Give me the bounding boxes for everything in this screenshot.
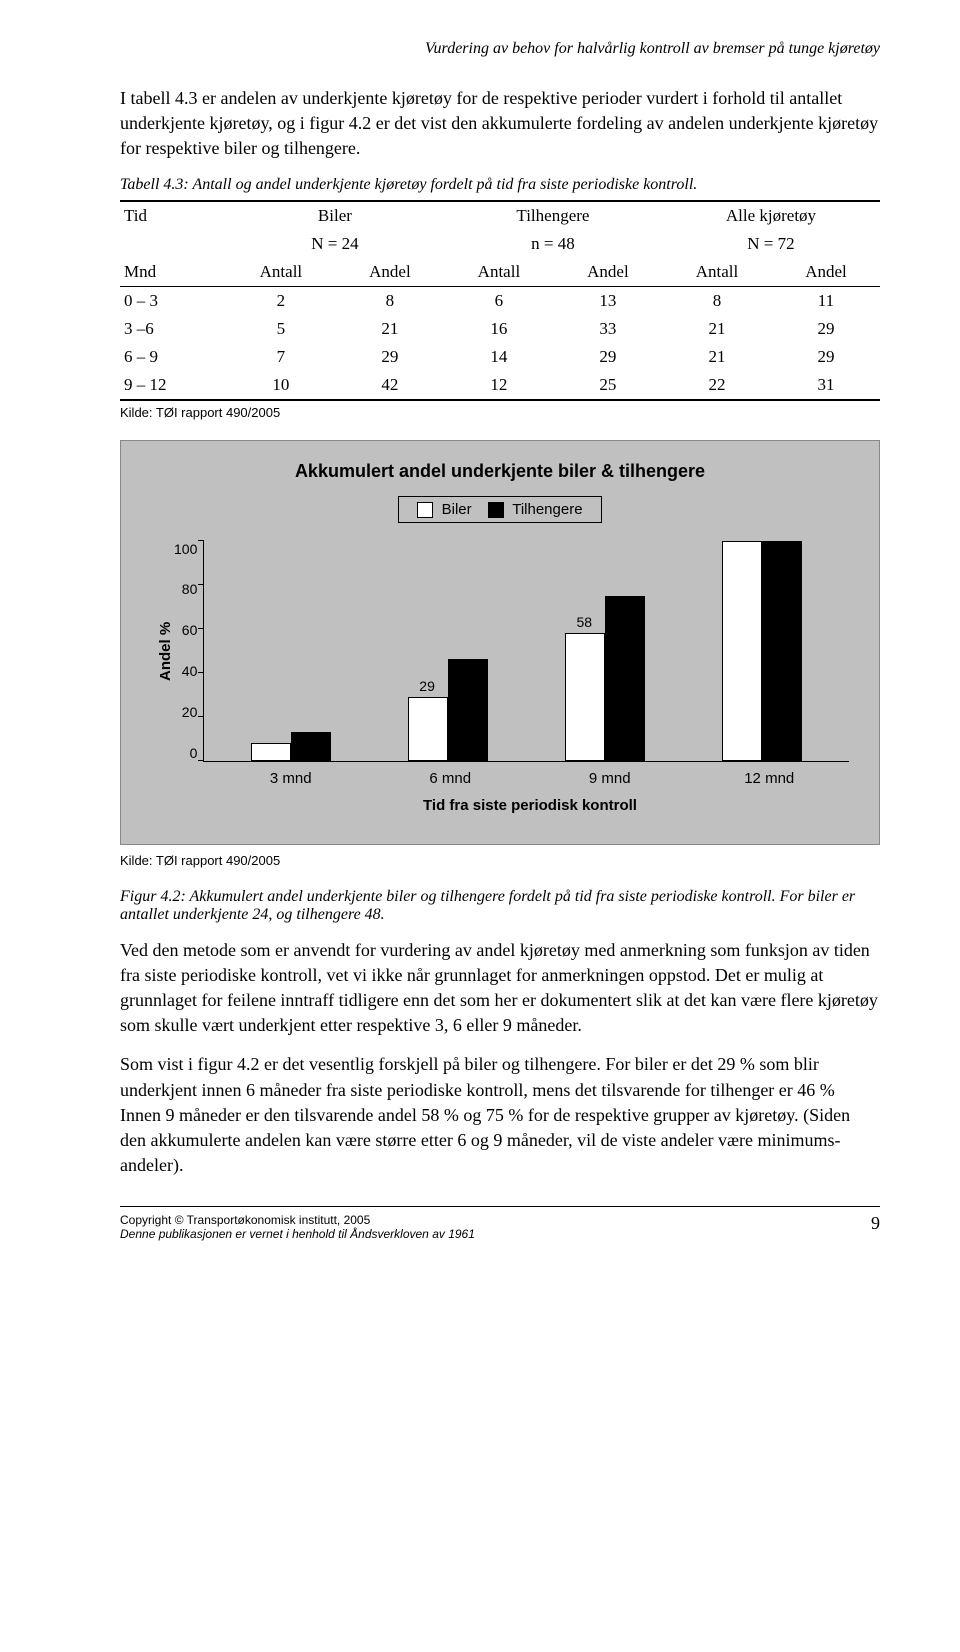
running-head: Vurdering av behov for halvårlig kontrol… bbox=[120, 40, 880, 58]
y-tick-label: 20 bbox=[174, 704, 197, 720]
cell: 13 bbox=[554, 286, 662, 315]
th-alle: Alle kjøretøy bbox=[662, 201, 880, 230]
x-axis: 3 mnd 6 mnd 9 mnd 12 mnd bbox=[211, 770, 849, 787]
bar-value-label: 29 bbox=[407, 678, 447, 694]
y-tick-label: 0 bbox=[174, 745, 197, 761]
sub-antall-3: Antall bbox=[662, 258, 772, 287]
footer-line-1: Copyright © Transportøkonomisk institutt… bbox=[120, 1213, 475, 1227]
cell: 0 – 3 bbox=[120, 286, 226, 315]
cell: 42 bbox=[336, 371, 444, 400]
cell: 33 bbox=[554, 315, 662, 343]
chart-source: Kilde: TØI rapport 490/2005 bbox=[120, 853, 880, 868]
cell: 25 bbox=[554, 371, 662, 400]
cell: 29 bbox=[336, 343, 444, 371]
n-biler: N = 24 bbox=[226, 230, 444, 258]
page-number: 9 bbox=[871, 1213, 880, 1234]
cell: 6 – 9 bbox=[120, 343, 226, 371]
table-row: 6 – 9 7 29 14 29 21 29 bbox=[120, 343, 880, 371]
cell: 21 bbox=[662, 343, 772, 371]
bar-tilhengere bbox=[291, 732, 331, 761]
legend-label-biler: Biler bbox=[442, 501, 472, 518]
footer-line-2: Denne publikasjonen er vernet i henhold … bbox=[120, 1227, 475, 1241]
th-tid: Tid bbox=[120, 201, 226, 230]
cell: 21 bbox=[662, 315, 772, 343]
data-table: Tid Biler Tilhengere Alle kjøretøy N = 2… bbox=[120, 200, 880, 401]
sub-andel-3: Andel bbox=[772, 258, 880, 287]
n-tilhengere: n = 48 bbox=[444, 230, 662, 258]
y-tick-label: 100 bbox=[174, 541, 197, 557]
legend-label-tilhengere: Tilhengere bbox=[512, 501, 582, 518]
bar-biler bbox=[251, 743, 291, 761]
chart-frame: Akkumulert andel underkjente biler & til… bbox=[120, 440, 880, 845]
figure-caption: Figur 4.2: Akkumulert andel underkjente … bbox=[120, 888, 880, 924]
table-row: 0 – 3 2 8 6 13 8 11 bbox=[120, 286, 880, 315]
cell: 29 bbox=[772, 315, 880, 343]
cell: 8 bbox=[662, 286, 772, 315]
bar-group: 29 bbox=[408, 659, 488, 760]
cell: 7 bbox=[226, 343, 336, 371]
bar-tilhengere bbox=[605, 596, 645, 761]
table-caption: Tabell 4.3: Antall og andel underkjente … bbox=[120, 176, 880, 194]
y-tick-label: 80 bbox=[174, 581, 197, 597]
cell: 29 bbox=[772, 343, 880, 371]
bar-tilhengere bbox=[448, 659, 488, 760]
cell: 3 –6 bbox=[120, 315, 226, 343]
cell: 14 bbox=[444, 343, 554, 371]
cell: 29 bbox=[554, 343, 662, 371]
cell: 11 bbox=[772, 286, 880, 315]
cell: 9 – 12 bbox=[120, 371, 226, 400]
sub-andel-2: Andel bbox=[554, 258, 662, 287]
cell: 10 bbox=[226, 371, 336, 400]
bar-biler bbox=[722, 541, 762, 761]
cell: 31 bbox=[772, 371, 880, 400]
legend-swatch-biler bbox=[417, 502, 433, 518]
bar-value-label: 58 bbox=[564, 614, 604, 630]
th-biler: Biler bbox=[226, 201, 444, 230]
cell: 22 bbox=[662, 371, 772, 400]
cell: 21 bbox=[336, 315, 444, 343]
cell: 8 bbox=[336, 286, 444, 315]
table-row: 9 – 12 10 42 12 25 22 31 bbox=[120, 371, 880, 400]
plot-area: 29 58 bbox=[203, 541, 849, 762]
x-tick-label: 12 mnd bbox=[724, 770, 814, 787]
bar-biler: 58 bbox=[565, 633, 605, 761]
cell: 2 bbox=[226, 286, 336, 315]
n-alle: N = 72 bbox=[662, 230, 880, 258]
x-tick-label: 9 mnd bbox=[565, 770, 655, 787]
paragraph-2: Ved den metode som er anvendt for vurder… bbox=[120, 938, 880, 1039]
sub-antall-2: Antall bbox=[444, 258, 554, 287]
paragraph-1: I tabell 4.3 er andelen av underkjente k… bbox=[120, 86, 880, 162]
cell: 16 bbox=[444, 315, 554, 343]
chart-area: Andel % 100 80 60 40 20 0 29 58 bbox=[151, 541, 849, 762]
x-tick-label: 6 mnd bbox=[405, 770, 495, 787]
bar-group bbox=[251, 732, 331, 761]
chart-title: Akkumulert andel underkjente biler & til… bbox=[151, 461, 849, 482]
th-tilhengere: Tilhengere bbox=[444, 201, 662, 230]
y-tick-label: 40 bbox=[174, 663, 197, 679]
bar-group: 58 bbox=[565, 596, 645, 761]
sub-mnd: Mnd bbox=[120, 258, 226, 287]
bar-tilhengere bbox=[762, 541, 802, 761]
cell: 5 bbox=[226, 315, 336, 343]
bar-biler: 29 bbox=[408, 697, 448, 761]
x-tick-label: 3 mnd bbox=[246, 770, 336, 787]
table-row: 3 –6 5 21 16 33 21 29 bbox=[120, 315, 880, 343]
table-source: Kilde: TØI rapport 490/2005 bbox=[120, 405, 880, 420]
cell: 6 bbox=[444, 286, 554, 315]
y-tick-label: 60 bbox=[174, 622, 197, 638]
sub-andel-1: Andel bbox=[336, 258, 444, 287]
y-axis-label: Andel % bbox=[151, 541, 174, 762]
bar-group bbox=[722, 541, 802, 761]
page-footer: Copyright © Transportøkonomisk institutt… bbox=[120, 1206, 880, 1241]
cell: 12 bbox=[444, 371, 554, 400]
page: Vurdering av behov for halvårlig kontrol… bbox=[0, 0, 960, 1281]
y-axis: 100 80 60 40 20 0 bbox=[174, 541, 203, 761]
legend: Biler Tilhengere bbox=[151, 496, 849, 523]
sub-antall-1: Antall bbox=[226, 258, 336, 287]
paragraph-3: Som vist i figur 4.2 er det vesentlig fo… bbox=[120, 1052, 880, 1178]
x-axis-label: Tid fra siste periodisk kontroll bbox=[211, 797, 849, 814]
legend-swatch-tilhengere bbox=[488, 502, 504, 518]
